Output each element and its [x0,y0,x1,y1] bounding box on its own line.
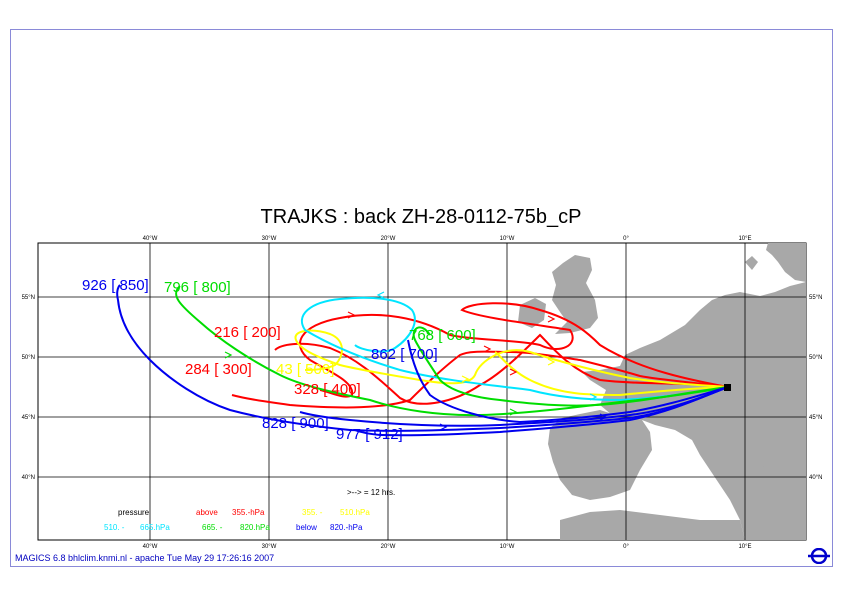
lon-label: 10°W [500,236,515,242]
lon-label: 40°W [143,236,158,242]
legend-yellow-high: 510.hPa [340,508,370,517]
trajectories [116,284,729,437]
traj-label-768: 768 [ 600] [409,327,476,344]
arrow-mark [599,413,608,421]
lon-label: 40°W [143,544,158,550]
traj-label-328: 328 [ 400] [294,381,361,398]
traj-label-43: 43 [ 500] [276,361,334,378]
trajectory-cyan [300,296,729,402]
lat-label: 50°N [809,355,822,361]
traj-label-284: 284 [ 300] [185,361,252,378]
trajectory-red-1 [299,302,729,398]
lat-label: 45°N [809,415,822,421]
trajectory-labels: 926 [ 850] 796 [ 800] 216 [ 200] 768 [ 6… [82,277,476,443]
map-title: TRAJKS : back ZH-28-0112-75b_cP [260,206,582,228]
lat-label: 55°N [22,295,35,301]
trajectory-blue-2 [299,386,729,427]
arrow-mark [589,393,598,401]
lon-label: 30°W [262,236,277,242]
arrow-mark [547,358,556,366]
lat-labels-left: 55°N 50°N 45°N 40°N [22,295,35,481]
legend-cyan-high: 665.hPa [140,523,170,532]
lat-label: 55°N [809,295,822,301]
arrow-mark [347,311,356,319]
legend-above-value: 355.-hPa [232,508,265,517]
graticule [38,243,806,540]
lon-label: 20°W [381,236,396,242]
trajectory-red-3 [231,350,729,409]
arrow-mark [483,345,492,353]
trajectory-blue-3 [354,386,729,437]
lon-label: 30°W [262,544,277,550]
lat-labels-right: 55°N 50°N 45°N 40°N [809,295,822,481]
lat-label: 45°N [22,415,35,421]
origin-marker [724,384,731,391]
traj-label-216: 216 [ 200] [214,324,281,341]
lat-label: 40°N [22,475,35,481]
legend-cyan-low: 510. - [104,523,125,532]
lat-label: 50°N [22,355,35,361]
lon-label: 20°W [381,544,396,550]
lon-labels-bottom: 40°W 30°W 20°W 10°W 0° 10°E [143,544,752,550]
arrow-mark [376,291,385,299]
legend-pressure: pressure [118,508,150,517]
legend-yellow-low: 355. - [302,508,323,517]
traj-label-796: 796 [ 800] [164,279,231,296]
trajectory-blue-1 [116,284,729,432]
land-north-africa [560,510,745,540]
arrow-note: >--> = 12 hrs. [347,488,395,497]
arrow-mark [509,368,518,376]
arrow-mark [461,375,470,383]
traj-label-862: 862 [ 700] [371,346,438,363]
lon-label: 10°W [500,544,515,550]
lon-label: 10°E [738,544,751,550]
legend-above: above [196,508,218,517]
lon-label: 10°E [738,236,751,242]
trajectory-red-2 [274,333,729,405]
traj-label-926: 926 [ 850] [82,277,149,294]
legend-below: below [296,523,317,532]
legend-below-value: 820.-hPa [330,523,363,532]
legend-green-low: 665. - [202,523,223,532]
arrow-mark [509,408,518,416]
trajectory-yellow-2 [494,351,729,397]
arrow-mark [547,315,556,323]
traj-label-828: 828 [ 900] [262,415,329,432]
lon-label: 0° [623,544,629,550]
lat-label: 40°N [809,475,822,481]
arrow-mark [224,351,233,359]
traj-label-977: 977 [ 912] [336,426,403,443]
lon-label: 0° [623,236,629,242]
trajectory-yellow [294,329,729,388]
legend: >--> = 12 hrs. pressure above 355.-hPa 3… [104,488,395,532]
footer-text: MAGICS 6.8 bhlclim.knmi.nl - apache Tue … [15,553,275,563]
direction-arrows [224,291,608,431]
legend-green-high: 820.hPa [240,523,270,532]
page-frame [10,29,833,567]
trajectory-green-2 [412,326,729,407]
lon-labels-top: 40°W 30°W 20°W 10°W 0° 10°E [143,236,752,242]
arrow-mark [439,423,448,431]
land-great-britain [552,255,598,334]
land-scandinavia [766,243,806,282]
trajectory-blue-4 [407,339,729,424]
ecmwf-logo [808,548,830,564]
land-continent [582,282,806,540]
